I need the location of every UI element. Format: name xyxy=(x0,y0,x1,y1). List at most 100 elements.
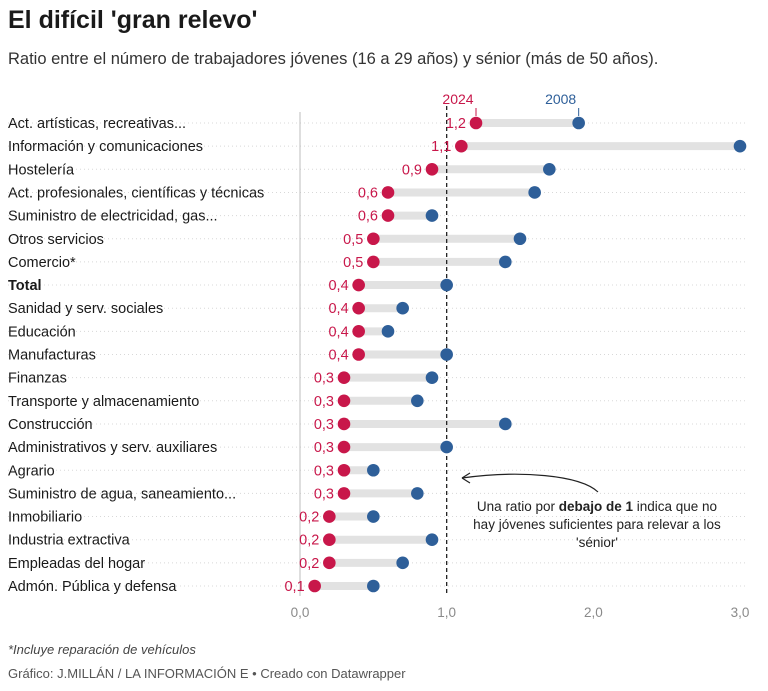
dot-2008 xyxy=(367,510,380,523)
dot-2008 xyxy=(411,394,424,408)
value-labels-2024: 1,2 1,1 0,9 0,6 0,6 0,5 0,5 0,4 0,4 0,4 0,4 0,3 0,3 0… xyxy=(284,116,466,595)
value-label-2024: 0,1 xyxy=(284,579,304,595)
category-label: Inmobiliario xyxy=(8,510,82,526)
legend-label-2008: 2008 xyxy=(545,91,576,107)
value-label-2024: 0,4 xyxy=(328,301,348,317)
dot-2024 xyxy=(352,348,365,361)
value-label-2024: 0,4 xyxy=(328,348,348,364)
dot-2024 xyxy=(337,463,351,477)
value-label-2024: 0,5 xyxy=(343,232,363,248)
dot-2024 xyxy=(367,255,380,269)
dot-2024 xyxy=(367,232,380,246)
annotation-arrowhead xyxy=(461,472,471,484)
dot-2024 xyxy=(352,301,365,315)
value-label-2024: 0,2 xyxy=(299,556,319,572)
series-2008-dots xyxy=(367,116,747,593)
dot-2008 xyxy=(528,186,541,199)
dot-2024 xyxy=(308,579,321,593)
dot-2008 xyxy=(513,232,527,246)
chart-subtitle: Ratio entre el número de trabajadores jó… xyxy=(8,50,659,68)
dot-2008 xyxy=(396,556,409,570)
dot-2008 xyxy=(396,301,409,315)
category-label: Suministro de agua, saneamiento... xyxy=(8,486,236,502)
category-label: Otros servicios xyxy=(8,232,104,248)
value-label-2024: 0,3 xyxy=(314,417,334,433)
dot-2008 xyxy=(425,209,439,222)
x-tick-label: 3,0 xyxy=(731,605,750,620)
dot-2008 xyxy=(425,371,439,384)
value-label-2024: 0,6 xyxy=(358,185,378,201)
footnote: *Incluye reparación de vehículos xyxy=(8,642,196,657)
dot-2024 xyxy=(352,325,365,338)
category-label: Comercio* xyxy=(8,255,76,271)
value-label-2024: 0,3 xyxy=(314,486,334,502)
value-label-2024: 0,5 xyxy=(343,255,363,271)
dot-2008 xyxy=(543,163,556,176)
dot-2024 xyxy=(455,139,468,153)
value-label-2024: 0,3 xyxy=(314,463,334,479)
dot-2024 xyxy=(337,394,351,408)
category-labels: Act. artísticas, recreativas... Informaci… xyxy=(8,116,264,595)
dot-2008 xyxy=(411,487,424,500)
value-label-2024: 0,2 xyxy=(299,533,319,549)
dot-2008 xyxy=(381,325,395,338)
annotation-text: Una ratio por debajo de 1 indica que no … xyxy=(472,498,722,552)
category-label: Finanzas xyxy=(8,371,67,387)
category-label: Información y comunicaciones xyxy=(8,139,203,155)
category-label: Sanidad y serv. sociales xyxy=(8,301,163,317)
x-tick-label: 2,0 xyxy=(584,605,603,620)
value-label-2024: 1,2 xyxy=(446,116,466,132)
value-label-2024: 0,3 xyxy=(314,371,334,387)
dot-2008 xyxy=(367,463,380,477)
category-label: Transporte y almacenamiento xyxy=(8,394,199,410)
series-2024-dots xyxy=(308,116,483,593)
dot-2008 xyxy=(425,533,439,546)
legend: 2024 2008 xyxy=(442,91,580,116)
dot-2024 xyxy=(337,487,351,500)
value-label-2024: 0,3 xyxy=(314,440,334,456)
annotation-pre: Una ratio por xyxy=(476,499,559,514)
category-label: Act. profesionales, científicas y técnic… xyxy=(8,185,264,201)
dot-2008 xyxy=(733,139,747,153)
connector-lines xyxy=(314,119,740,590)
annotation-post: indica que no hay jóvenes suficientes pa… xyxy=(473,499,721,550)
dot-2024 xyxy=(323,533,336,546)
dot-2024 xyxy=(323,510,336,523)
category-label: Educación xyxy=(8,324,76,340)
dot-2008 xyxy=(572,116,585,130)
value-label-2024: 0,4 xyxy=(328,278,348,294)
category-label: Industria extractiva xyxy=(8,533,131,549)
dot-2024 xyxy=(469,116,483,130)
credit-line: Gráfico: J.MILLÁN / LA INFORMACIÓN E • C… xyxy=(8,666,406,681)
legend-label-2024: 2024 xyxy=(442,91,473,107)
category-label: Total xyxy=(8,278,42,294)
dot-2008 xyxy=(499,255,512,269)
dot-2024 xyxy=(337,371,351,384)
category-label: Agrario xyxy=(8,463,55,479)
value-label-2024: 0,3 xyxy=(314,394,334,410)
category-label: Hostelería xyxy=(8,162,75,178)
dot-2024 xyxy=(352,278,365,292)
dot-2024 xyxy=(425,163,439,176)
annotation-bold: debajo de 1 xyxy=(558,499,633,514)
category-label: Suministro de electricidad, gas... xyxy=(8,209,218,225)
dot-2008 xyxy=(440,278,453,292)
dot-2024 xyxy=(337,417,351,431)
x-tick-label: 1,0 xyxy=(437,605,456,620)
value-label-2024: 0,6 xyxy=(358,209,378,225)
dot-2008 xyxy=(440,348,453,361)
value-label-2024: 0,2 xyxy=(299,510,319,526)
dot-2008 xyxy=(367,579,380,593)
category-label: Manufacturas xyxy=(8,348,96,364)
dot-2024 xyxy=(381,186,395,199)
dot-2008 xyxy=(499,417,512,431)
category-label: Administrativos y serv. auxiliares xyxy=(8,440,217,456)
category-label: Empleadas del hogar xyxy=(8,556,145,572)
chart-title: El difícil 'gran relevo' xyxy=(8,6,258,34)
category-label: Act. artísticas, recreativas... xyxy=(8,116,186,132)
x-tick-label: 0,0 xyxy=(291,605,310,620)
value-label-2024: 0,9 xyxy=(402,162,422,178)
dot-2024 xyxy=(381,209,395,222)
category-label: Construcción xyxy=(8,417,93,433)
